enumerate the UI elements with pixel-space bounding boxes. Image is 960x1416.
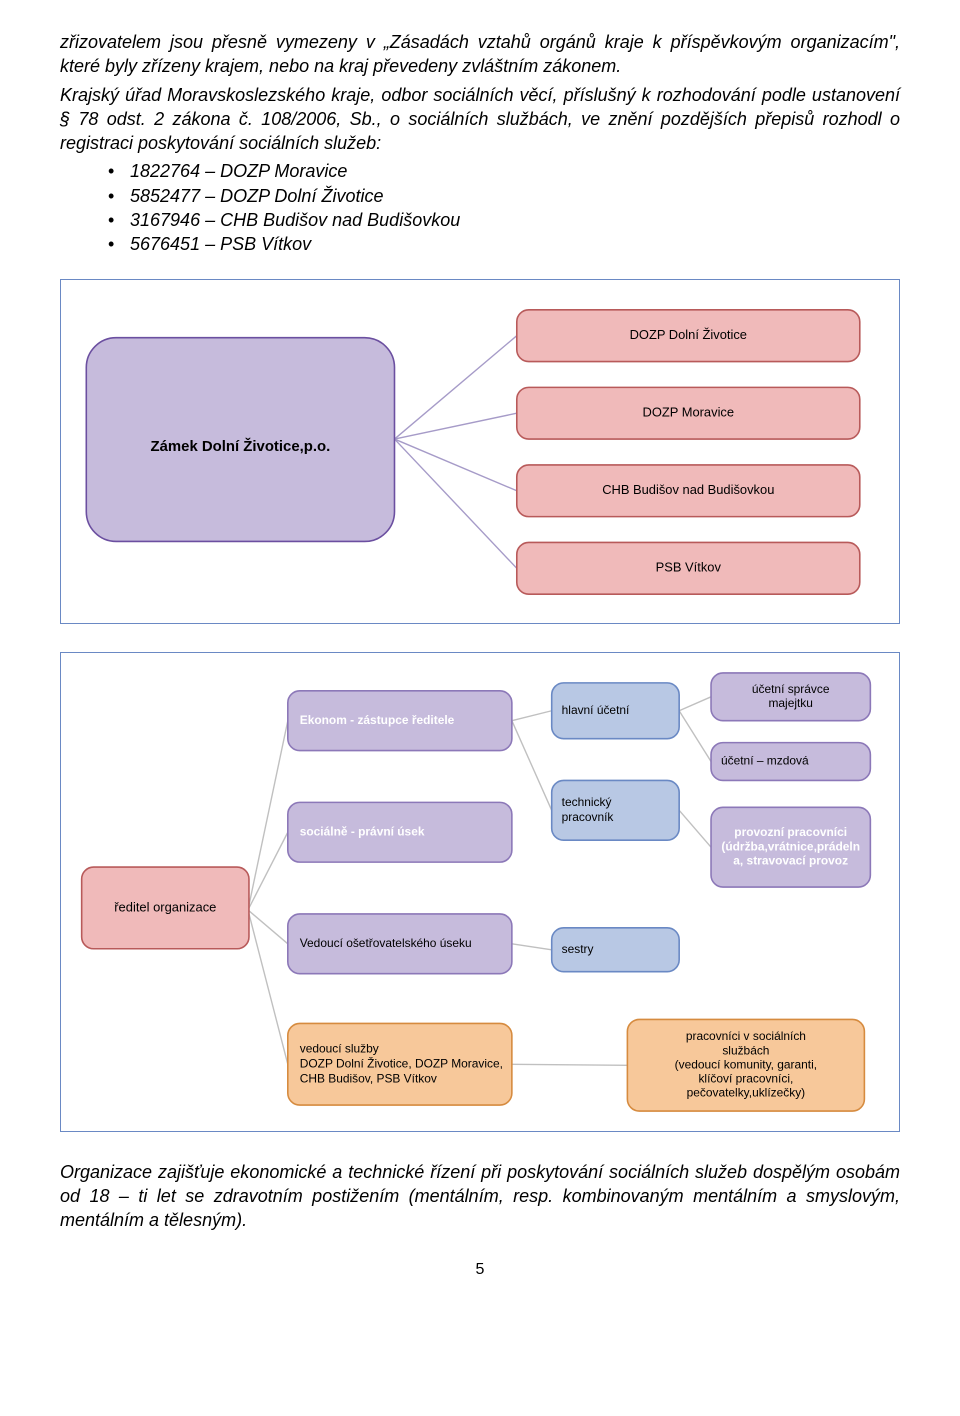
service-item-3: 3167946 – CHB Budišov nad Budišovkou <box>130 208 900 232</box>
svg-text:(údržba,vrátnice,prádeln: (údržba,vrátnice,prádeln <box>721 839 860 853</box>
service-item-1: 1822764 – DOZP Moravice <box>130 159 900 183</box>
svg-text:CHB Budišov, PSB Vítkov: CHB Budišov, PSB Vítkov <box>300 1071 437 1085</box>
svg-text:Zámek Dolní Životice,p.o.: Zámek Dolní Životice,p.o. <box>151 437 331 455</box>
paragraph-intro-a: zřizovatelem jsou přesně vymezeny v „Zás… <box>60 30 900 79</box>
svg-text:klíčoví pracovníci,: klíčoví pracovníci, <box>698 1071 793 1085</box>
svg-text:technický: technický <box>562 795 612 809</box>
svg-text:CHB Budišov nad Budišovkou: CHB Budišov nad Budišovkou <box>602 482 774 497</box>
svg-text:provozní pracovníci: provozní pracovníci <box>734 825 847 839</box>
svg-text:pečovatelky,uklízečky): pečovatelky,uklízečky) <box>687 1085 806 1099</box>
svg-text:PSB Vítkov: PSB Vítkov <box>656 559 722 574</box>
svg-text:sestry: sestry <box>562 942 594 956</box>
svg-text:majejtku: majejtku <box>768 696 812 710</box>
svg-text:službách: službách <box>722 1043 769 1057</box>
svg-text:pracovník: pracovník <box>562 810 614 824</box>
org-structure-diagram-1: Zámek Dolní Životice,p.o. DOZP Dolní Živo… <box>60 279 900 624</box>
svg-text:a, stravovací provoz: a, stravovací provoz <box>733 853 848 867</box>
services-list: 1822764 – DOZP Moravice 5852477 – DOZP D… <box>60 159 900 256</box>
paragraph-intro-b: Krajský úřad Moravskoslezského kraje, od… <box>60 83 900 156</box>
service-item-2: 5852477 – DOZP Dolní Životice <box>130 184 900 208</box>
svg-text:vedoucí služby: vedoucí služby <box>300 1041 379 1055</box>
svg-text:DOZP Dolní Životice: DOZP Dolní Životice <box>630 327 747 342</box>
svg-text:účetní – mzdová: účetní – mzdová <box>721 753 809 767</box>
svg-text:(vedoucí komunity, garanti,: (vedoucí komunity, garanti, <box>675 1057 817 1071</box>
page-number: 5 <box>60 1261 900 1279</box>
org-structure-diagram-2: ředitel organizace Ekonom - zástupce ředi… <box>60 652 900 1132</box>
svg-text:pracovníci v sociálních: pracovníci v sociálních <box>686 1029 806 1043</box>
service-item-4: 5676451 – PSB Vítkov <box>130 232 900 256</box>
svg-text:účetní správce: účetní správce <box>752 682 830 696</box>
svg-text:DOZP Moravice: DOZP Moravice <box>643 404 735 419</box>
svg-text:hlavní účetní: hlavní účetní <box>562 703 630 717</box>
svg-text:DOZP Dolní Životice, DOZP Mo: DOZP Dolní Životice, DOZP Moravice, <box>300 1055 503 1070</box>
svg-text:sociálně - právní úsek: sociálně - právní úsek <box>300 824 425 838</box>
svg-text:Vedoucí ošetřovatelského úseku: Vedoucí ošetřovatelského úseku <box>300 936 472 950</box>
paragraph-outro: Organizace zajišťuje ekonomické a techni… <box>60 1160 900 1233</box>
svg-text:ředitel organizace: ředitel organizace <box>114 899 216 914</box>
svg-text:Ekonom - zástupce ředitele: Ekonom - zástupce ředitele <box>300 713 455 727</box>
